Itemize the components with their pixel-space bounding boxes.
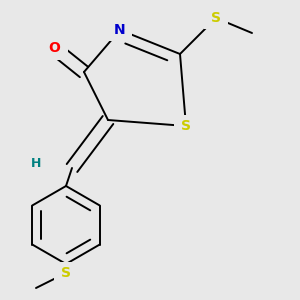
Text: S: S xyxy=(61,266,71,280)
Bar xyxy=(204,7,228,29)
Text: H: H xyxy=(31,157,41,170)
Bar xyxy=(40,36,68,60)
Bar xyxy=(54,262,78,284)
Text: O: O xyxy=(48,41,60,55)
Text: S: S xyxy=(211,11,221,25)
Bar xyxy=(174,115,198,137)
Bar xyxy=(108,19,132,41)
Text: S: S xyxy=(181,119,191,133)
Bar xyxy=(24,153,48,174)
Text: N: N xyxy=(114,23,126,37)
